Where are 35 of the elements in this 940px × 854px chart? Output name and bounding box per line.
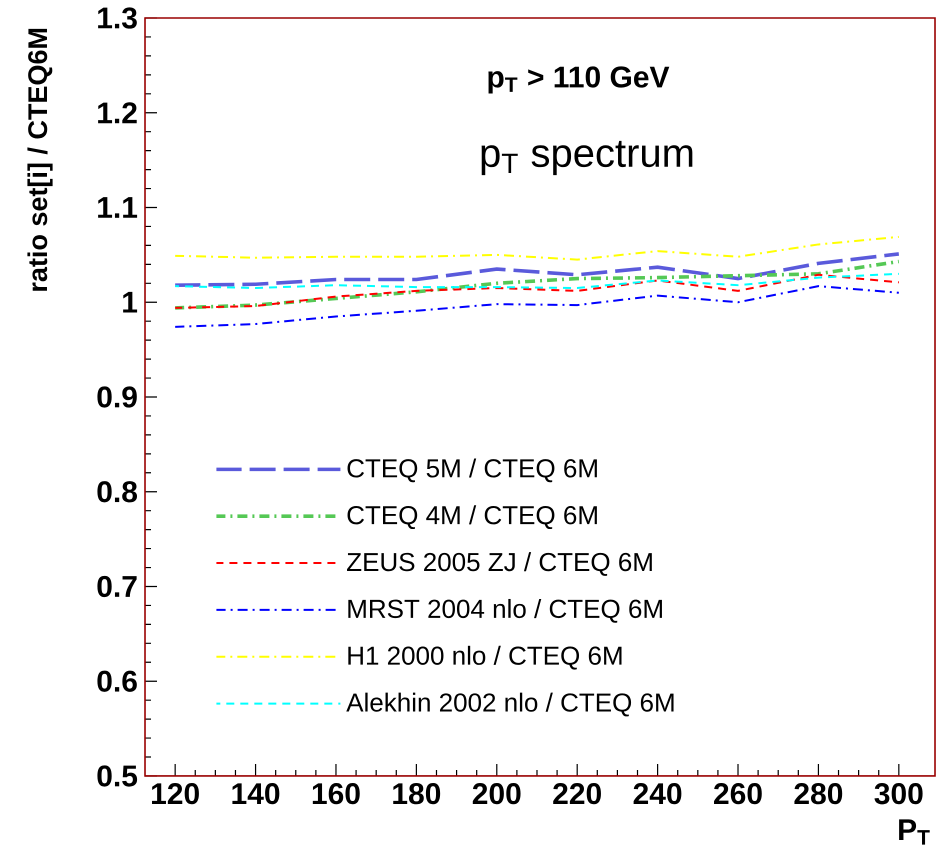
x-tick-label: 220	[553, 783, 601, 804]
y-tick-label: 1.2	[98, 102, 137, 124]
legend-label: H1 2000 nlo / CTEQ 6M	[348, 646, 622, 670]
x-tick-label: 200	[472, 783, 521, 804]
legend-label: Alekhin 2002 nlo / CTEQ 6M	[346, 692, 674, 716]
chart-title: p$_{T}$ > 110 GeV	[488, 66, 670, 94]
x-tick-label: 120	[152, 783, 199, 804]
line-series	[173, 252, 901, 287]
x-tick-label: 300	[874, 783, 923, 804]
text: p$_{T}$ spectrum	[482, 140, 692, 176]
line-series	[174, 272, 900, 290]
y-tick-label: 0.5	[97, 765, 138, 787]
y-tick-label: 0.7	[97, 576, 137, 598]
y-tick-label: 0.9	[97, 386, 137, 408]
line-series	[174, 274, 900, 309]
x-axis-title: P$_{T}$	[899, 819, 930, 845]
legend-label: MRST 2004 nlo / CTEQ 6M	[348, 598, 662, 623]
y-tick-label: 0.8	[97, 481, 137, 502]
x-tick-label: 260	[714, 783, 762, 804]
y-tick-label: 1.3	[98, 7, 137, 29]
legend-label: CTEQ 4M / CTEQ 6M	[348, 505, 597, 530]
x-tick-label: 180	[393, 783, 440, 804]
y-tick-label: 1.1	[98, 197, 138, 218]
line-series	[174, 236, 900, 261]
line-series	[174, 285, 900, 328]
x-tick-label: 160	[312, 783, 360, 804]
x-tick-label: 140	[232, 783, 280, 804]
x-tick-label: 240	[634, 783, 682, 804]
legend-label: CTEQ 5M / CTEQ 6M	[348, 458, 597, 482]
x-tick-label: 280	[794, 783, 842, 804]
line-series	[173, 260, 901, 310]
y-axis-title: ratio set[i] / CTEQ6M	[27, 28, 53, 291]
legend-label: ZEUS 2005 ZJ / CTEQ 6M	[347, 552, 652, 576]
y-tick-label: 0.6	[97, 670, 137, 692]
y-tick-label: 1	[123, 292, 138, 313]
